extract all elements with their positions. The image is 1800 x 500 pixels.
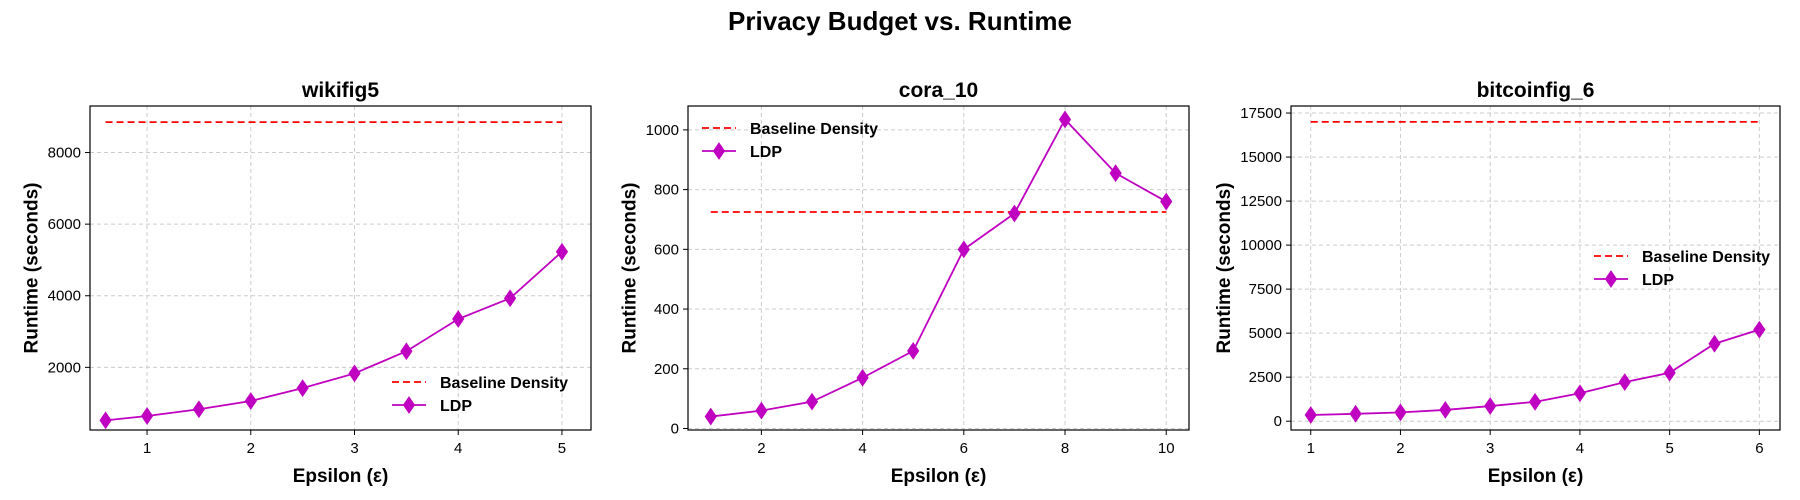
chart-1-xtick-label-2: 3 bbox=[350, 440, 358, 457]
chart-3-xlabel: Epsilon (ε) bbox=[1488, 466, 1584, 487]
chart-2-series-1-point-9 bbox=[1160, 192, 1173, 211]
chart-1-xtick-label-4: 5 bbox=[558, 440, 566, 457]
chart-1-title: wikifig5 bbox=[301, 79, 379, 102]
chart-3-xtick-label-0: 1 bbox=[1307, 440, 1315, 457]
chart-panel-2: 2 4 6 8 10 0 200 400 600 800 1000 cora_10 Epsilon (ε… bbox=[620, 79, 1190, 487]
chart-3-ytick-label-6: 15000 bbox=[1240, 149, 1282, 166]
chart-3-legend-ldp-label: LDP bbox=[1642, 272, 1674, 289]
chart-2-series-1-point-0 bbox=[704, 407, 717, 426]
chart-2-series-1-point-4 bbox=[907, 341, 920, 360]
chart-3-ytick-label-5: 12500 bbox=[1240, 193, 1282, 210]
chart-1-series-1-point-5 bbox=[348, 364, 361, 383]
chart-1-axes-frame bbox=[89, 105, 592, 431]
chart-3-series-1-point-6 bbox=[1573, 384, 1587, 403]
chart-3-series-1-point-8 bbox=[1663, 363, 1676, 382]
chart-2-xtick-label-2: 6 bbox=[960, 440, 968, 457]
chart-2-xtick-label-0: 2 bbox=[757, 440, 765, 457]
chart-1-series-1-point-6 bbox=[400, 342, 413, 361]
chart-2-xtick-label-1: 4 bbox=[858, 440, 866, 457]
chart-2-axes-frame bbox=[687, 105, 1190, 431]
chart-1-ylabel: Runtime (seconds) bbox=[22, 182, 43, 353]
chart-panel-1: 1 2 3 4 5 2000 4000 6000 8000 wikifig5 Epsilon (ε)… bbox=[22, 79, 592, 487]
chart-3-ytick-label-1: 2500 bbox=[1249, 369, 1282, 386]
chart-1-legend-ldp-label: LDP bbox=[440, 398, 472, 415]
chart-2-ytick-label-5: 1000 bbox=[646, 122, 679, 139]
figure-title: Privacy Budget vs. Runtime bbox=[728, 6, 1072, 36]
chart-2-series-1-point-2 bbox=[805, 392, 819, 411]
chart-2-series-1-point-8 bbox=[1109, 164, 1122, 183]
chart-1-ytick-label-1: 4000 bbox=[48, 288, 81, 305]
chart-3-title: bitcoinfig_6 bbox=[1477, 79, 1595, 102]
chart-2-xtick-label-3: 8 bbox=[1061, 440, 1069, 457]
chart-3-series-1-point-5 bbox=[1528, 392, 1542, 411]
chart-1-ytick-label-3: 8000 bbox=[48, 145, 81, 162]
chart-2-xlabel: Epsilon (ε) bbox=[891, 466, 987, 487]
chart-1-legend-baseline-label: Baseline Density bbox=[440, 375, 568, 392]
chart-1-series-1-point-7 bbox=[452, 310, 465, 328]
chart-3-ytick-label-4: 10000 bbox=[1240, 237, 1282, 254]
chart-1-series-1-point-9 bbox=[555, 242, 569, 261]
chart-3-series-1-point-1 bbox=[1349, 404, 1362, 423]
chart-3-ylabel: Runtime (seconds) bbox=[1214, 182, 1235, 353]
chart-3-series-1-point-10 bbox=[1753, 320, 1766, 339]
chart-3-series-1-point-9 bbox=[1708, 334, 1721, 353]
chart-3-series-1-point-3 bbox=[1439, 401, 1452, 419]
chart-1-series-1-point-1 bbox=[140, 407, 154, 425]
chart-2-series-1-point-3 bbox=[856, 368, 869, 387]
chart-3-series-1-point-2 bbox=[1394, 403, 1407, 422]
chart-3-xtick-label-3: 4 bbox=[1576, 440, 1584, 457]
chart-2-legend-ldp-marker bbox=[712, 142, 726, 160]
chart-2-ytick-label-2: 400 bbox=[654, 301, 679, 318]
chart-1-series-1-point-0 bbox=[99, 411, 112, 430]
chart-panel-3: 1 2 3 4 5 6 0 2500 5000 7500 10000 12500 15000 17500 b… bbox=[1214, 79, 1781, 487]
chart-1-series-1-point-3 bbox=[244, 392, 257, 410]
chart-2-series-1-line bbox=[710, 117, 1167, 418]
chart-3-series-1-point-4 bbox=[1484, 397, 1497, 415]
chart-1-ytick-label-0: 2000 bbox=[48, 359, 81, 376]
chart-2-legend-baseline-label: Baseline Density bbox=[750, 121, 878, 138]
chart-1-ytick-label-2: 6000 bbox=[48, 216, 81, 233]
chart-3-xtick-label-1: 2 bbox=[1396, 440, 1404, 457]
chart-1-series-1-point-2 bbox=[192, 400, 206, 419]
chart-2-series-1-point-6 bbox=[1008, 204, 1021, 223]
chart-1-legend-ldp-marker bbox=[402, 396, 416, 414]
chart-2-ytick-label-3: 600 bbox=[654, 241, 679, 258]
chart-3-ytick-label-2: 5000 bbox=[1249, 325, 1282, 342]
chart-2-series-1-point-7 bbox=[1058, 110, 1072, 129]
chart-2-series-1-point-1 bbox=[755, 401, 768, 420]
chart-3-xtick-label-5: 6 bbox=[1755, 440, 1763, 457]
chart-1-xtick-label-0: 1 bbox=[143, 440, 151, 457]
chart-1-series-1-line bbox=[105, 251, 563, 422]
chart-3-ytick-label-0: 0 bbox=[1274, 413, 1282, 430]
chart-3-xtick-label-4: 5 bbox=[1665, 440, 1673, 457]
chart-3-axes-frame bbox=[1290, 105, 1781, 431]
chart-2-title: cora_10 bbox=[899, 79, 978, 102]
chart-2-legend-ldp-label: LDP bbox=[750, 144, 782, 161]
chart-3-legend-baseline-label: Baseline Density bbox=[1642, 249, 1770, 266]
chart-3-legend-ldp-marker bbox=[1604, 270, 1618, 288]
chart-3-series-1-point-7 bbox=[1618, 373, 1631, 391]
chart-1-series-1-point-4 bbox=[296, 379, 309, 397]
chart-2-xtick-label-4: 10 bbox=[1158, 440, 1175, 457]
chart-3-ytick-label-3: 7500 bbox=[1249, 281, 1282, 298]
chart-1-series-1-point-8 bbox=[503, 289, 517, 308]
chart-1-xtick-label-3: 4 bbox=[454, 440, 462, 457]
chart-2-ytick-label-0: 0 bbox=[671, 421, 679, 438]
chart-2-ytick-label-1: 200 bbox=[654, 361, 679, 378]
chart-3-ytick-label-7: 17500 bbox=[1240, 105, 1282, 122]
chart-3-xtick-label-2: 3 bbox=[1486, 440, 1494, 457]
chart-1-xtick-label-1: 2 bbox=[247, 440, 255, 457]
chart-2-ylabel: Runtime (seconds) bbox=[620, 182, 641, 353]
chart-2-series-1-point-5 bbox=[957, 240, 970, 259]
chart-3-series-1-point-0 bbox=[1304, 406, 1317, 424]
chart-1-xlabel: Epsilon (ε) bbox=[293, 466, 389, 487]
chart-2-ytick-label-4: 800 bbox=[654, 182, 679, 199]
